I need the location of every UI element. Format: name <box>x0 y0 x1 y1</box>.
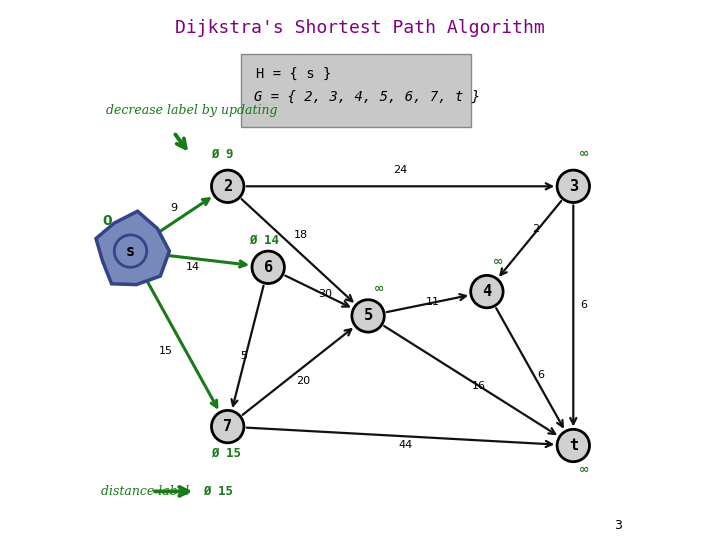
Text: Ø 15: Ø 15 <box>203 485 233 498</box>
Circle shape <box>557 170 590 202</box>
Text: ∞: ∞ <box>492 255 503 268</box>
Text: t: t <box>569 438 578 453</box>
Text: s: s <box>126 244 135 259</box>
FancyBboxPatch shape <box>241 54 471 127</box>
Text: Ø 14: Ø 14 <box>249 234 279 247</box>
Text: 0: 0 <box>102 214 112 228</box>
Text: H = { s }: H = { s } <box>256 66 331 80</box>
Text: 6: 6 <box>580 300 588 310</box>
Circle shape <box>114 235 147 267</box>
Text: 3: 3 <box>569 179 578 194</box>
Text: 7: 7 <box>223 419 233 434</box>
Text: 3: 3 <box>614 519 622 532</box>
Text: 20: 20 <box>296 376 310 386</box>
Circle shape <box>212 170 244 202</box>
Text: 16: 16 <box>472 381 486 391</box>
Text: 2: 2 <box>532 225 539 234</box>
Text: 5: 5 <box>364 308 373 323</box>
Text: decrease label by updating: decrease label by updating <box>107 104 278 117</box>
Text: 5: 5 <box>240 352 248 361</box>
Text: ∞: ∞ <box>579 147 589 160</box>
Text: 6: 6 <box>537 370 544 380</box>
Polygon shape <box>96 211 169 285</box>
Text: ∞: ∞ <box>374 282 384 295</box>
Circle shape <box>212 410 244 443</box>
Circle shape <box>471 275 503 308</box>
Text: 24: 24 <box>393 165 408 175</box>
Text: Ø 15: Ø 15 <box>212 447 241 460</box>
Text: distance label: distance label <box>101 485 189 498</box>
Text: 11: 11 <box>426 298 440 307</box>
Circle shape <box>352 300 384 332</box>
Text: Dijkstra's Shortest Path Algorithm: Dijkstra's Shortest Path Algorithm <box>175 19 545 37</box>
Text: 15: 15 <box>158 346 173 356</box>
Circle shape <box>252 251 284 284</box>
Text: Ø 9: Ø 9 <box>212 147 234 160</box>
Text: 14: 14 <box>186 262 199 272</box>
Circle shape <box>557 429 590 462</box>
Text: 2: 2 <box>223 179 233 194</box>
Text: ∞: ∞ <box>579 463 589 476</box>
Text: 44: 44 <box>399 441 413 450</box>
Text: G = { 2, 3, 4, 5, 6, 7, t }: G = { 2, 3, 4, 5, 6, 7, t } <box>253 90 480 104</box>
Text: 6: 6 <box>264 260 273 275</box>
Text: 18: 18 <box>294 230 307 240</box>
Text: 9: 9 <box>170 203 177 213</box>
Text: 4: 4 <box>482 284 492 299</box>
Text: 30: 30 <box>318 289 332 299</box>
